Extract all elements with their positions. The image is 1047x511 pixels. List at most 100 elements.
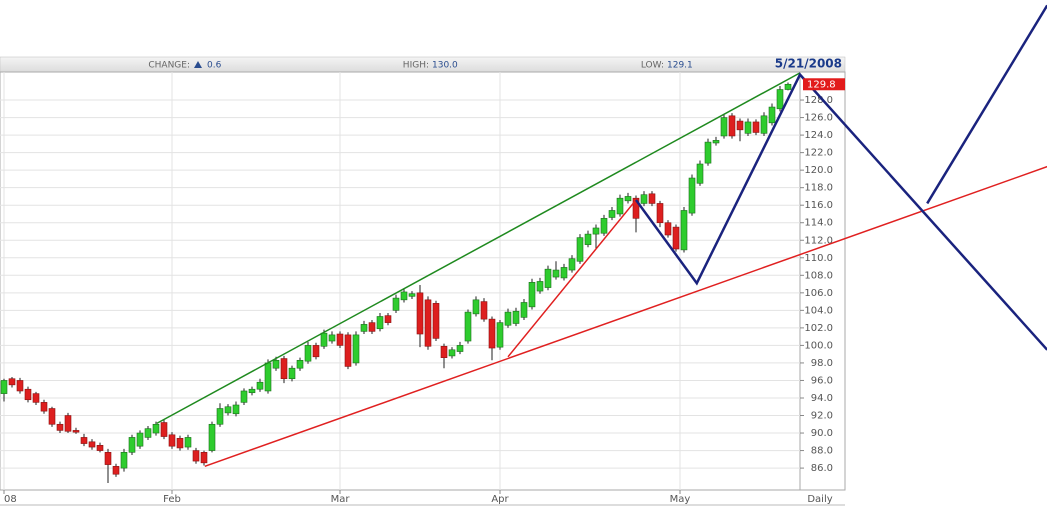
trend-line (507, 199, 637, 358)
candle-body (256, 381, 264, 390)
candle-body (128, 437, 136, 453)
candle-body (376, 316, 384, 330)
low-value: 129.1 (667, 61, 693, 71)
frequency: Daily (807, 494, 832, 505)
x-tick-label: Feb (163, 494, 181, 505)
candle-body (144, 428, 152, 438)
y-tick-label: 102.0 (804, 323, 833, 334)
candle-body (688, 177, 696, 214)
candle-body (784, 83, 792, 90)
grid (0, 72, 800, 490)
trend-line (156, 72, 801, 425)
last-price-label: 129.8 (807, 79, 836, 90)
candle-body (632, 197, 640, 219)
candle-body (288, 367, 296, 380)
candle-body (112, 466, 120, 475)
y-tick-label: 86.0 (811, 463, 833, 474)
high-value: 130.0 (432, 61, 458, 71)
candle-body (528, 282, 536, 308)
candle-body (80, 437, 88, 444)
high-label: HIGH: (403, 61, 429, 71)
y-tick-label: 90.0 (811, 428, 833, 439)
y-tick-label: 96.0 (811, 375, 833, 386)
candle-body (16, 380, 24, 392)
x-tick-label: Apr (491, 494, 509, 505)
low-label: LOW: (641, 61, 664, 71)
y-tick-label: 106.0 (804, 288, 833, 299)
y-tick-label: 94.0 (811, 393, 833, 404)
price-axis-panel (799, 71, 846, 491)
y-tick-label: 114.0 (804, 218, 833, 229)
candle-body (424, 299, 432, 347)
candle-body (72, 430, 80, 433)
x-tick-label: Mar (331, 494, 351, 505)
candle-body (176, 437, 184, 449)
y-tick-label: 124.0 (804, 130, 833, 141)
last-price-box (803, 78, 845, 91)
y-tick-label: 108.0 (804, 270, 833, 281)
candle-body (600, 218, 608, 234)
candle-body (216, 408, 224, 425)
candle-body (280, 358, 288, 380)
y-tick-label: 118.0 (804, 183, 833, 194)
candle-body (672, 226, 680, 250)
candle-body (184, 437, 192, 448)
candle-body (0, 380, 8, 394)
change-value: 0.6 (207, 61, 222, 71)
y-tick-label: 128.0 (804, 95, 833, 106)
candle-body (704, 141, 712, 164)
candle-body (200, 452, 208, 464)
y-tick-label: 116.0 (804, 200, 833, 211)
candle-body (560, 267, 568, 279)
y-tick-label: 98.0 (811, 358, 833, 369)
candle-body (592, 227, 600, 235)
candle-body (384, 315, 392, 323)
candle-body (448, 349, 456, 357)
candle-body (56, 423, 64, 431)
candle-body (472, 299, 480, 315)
candle-body (488, 318, 496, 349)
y-tick-label: 112.0 (804, 235, 833, 246)
candle-body (736, 120, 744, 131)
candle-body (40, 402, 48, 412)
candle-body (336, 333, 344, 346)
candle-body (296, 360, 304, 369)
candle-body (720, 117, 728, 137)
candle-body (168, 434, 176, 447)
candle-body (64, 415, 72, 432)
candle-body (616, 197, 624, 215)
candle-body (208, 423, 216, 451)
candle-body (312, 345, 320, 358)
candle-body (608, 210, 616, 218)
trend-line (926, 4, 1047, 205)
candle-body (648, 193, 656, 204)
candle-body (136, 432, 144, 447)
candle-body (104, 452, 112, 465)
candle-body (32, 393, 40, 403)
candle-body (544, 268, 552, 288)
y-tick-label: 104.0 (804, 305, 833, 316)
candle-body (160, 422, 168, 437)
y-tick-label: 120.0 (804, 165, 833, 176)
y-tick-label: 110.0 (804, 253, 833, 264)
candle-body (760, 115, 768, 134)
y-tick-label: 122.0 (804, 148, 833, 159)
change-label: CHANGE: (148, 61, 190, 71)
candle-body (408, 293, 416, 297)
candle-body (96, 445, 104, 451)
candle-body (24, 388, 32, 401)
candle-body (264, 362, 272, 392)
candle-body (320, 332, 328, 347)
candle-body (656, 203, 664, 224)
up-arrow (194, 61, 202, 68)
y-tick-label: 92.0 (811, 411, 833, 422)
candle-body (712, 140, 720, 144)
candle-body (432, 303, 440, 339)
candle-body (464, 311, 472, 342)
candle-body (416, 292, 424, 335)
x-tick-label: May (670, 494, 691, 505)
candle-body (328, 334, 336, 342)
candle-body (552, 269, 560, 278)
candle-body (744, 121, 752, 134)
